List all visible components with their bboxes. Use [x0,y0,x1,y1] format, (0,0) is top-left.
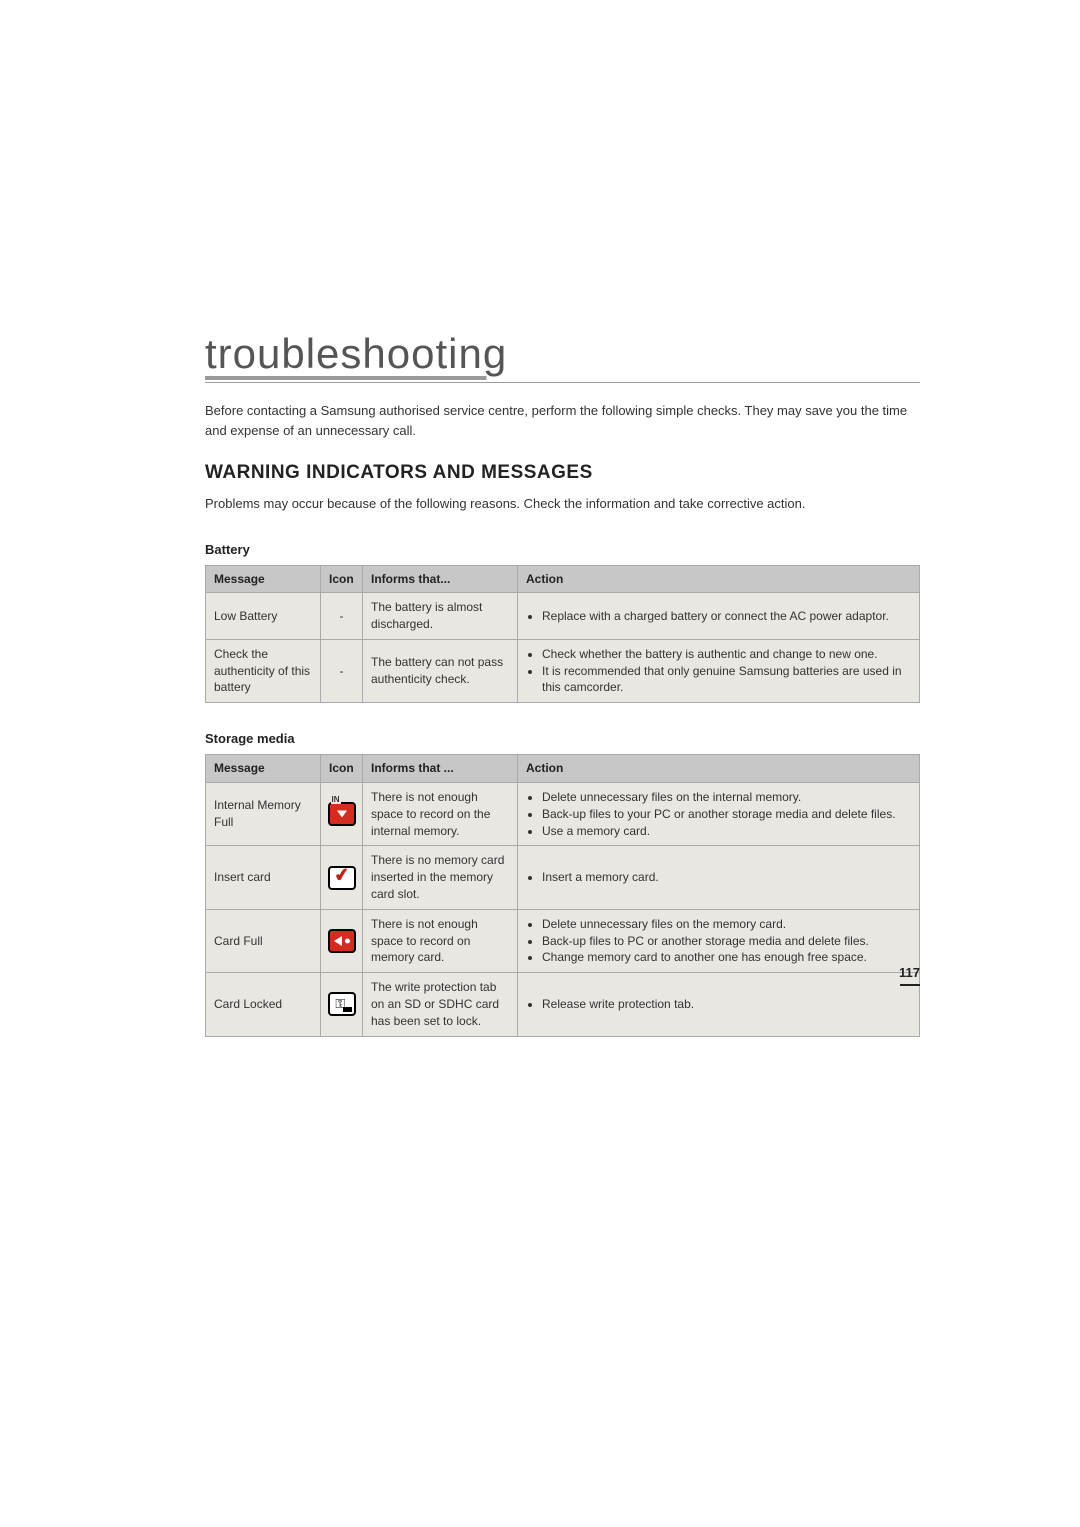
cell-informs: The write protection tab on an SD or SDH… [363,973,518,1036]
cell-icon: ⚿ [321,973,363,1036]
action-item: Back-up files to PC or another storage m… [542,933,911,950]
col-action: Action [518,565,920,593]
action-list: Release write protection tab. [526,996,911,1013]
page-number-bar [900,984,920,986]
cell-informs: The battery can not pass authenticity ch… [363,639,518,702]
cell-message: Card Full [206,909,321,972]
table-row: Low Battery - The battery is almost disc… [206,593,920,640]
cell-message: Internal Memory Full [206,783,321,846]
action-item: Change memory card to another one has en… [542,949,911,966]
cell-action: Delete unnecessary files on the internal… [518,783,920,846]
table-header-row: Message Icon Informs that... Action [206,565,920,593]
action-list: Delete unnecessary files on the internal… [526,789,911,839]
storage-table: Message Icon Informs that ... Action Int… [205,754,920,1036]
cell-action: Release write protection tab. [518,973,920,1036]
document-page: troubleshooting Before contacting a Sams… [0,0,1080,1037]
cell-action: Check whether the battery is authentic a… [518,639,920,702]
action-list: Insert a memory card. [526,869,911,886]
action-item: Insert a memory card. [542,869,911,886]
cell-action: Replace with a charged battery or connec… [518,593,920,640]
cell-message: Insert card [206,846,321,909]
action-item: Delete unnecessary files on the memory c… [542,916,911,933]
section-heading: WARNING INDICATORS AND MESSAGES [205,462,920,484]
insert-card-icon: ✔ [328,866,356,890]
section-intro: Problems may occur because of the follow… [205,494,920,514]
action-list: Delete unnecessary files on the memory c… [526,916,911,966]
cell-icon [321,909,363,972]
cell-message: Low Battery [206,593,321,640]
col-icon: Icon [321,755,363,783]
table-row: Card Locked ⚿ The write protection tab o… [206,973,920,1036]
cell-action: Delete unnecessary files on the memory c… [518,909,920,972]
table-row: Check the authenticity of this battery -… [206,639,920,702]
cell-icon: - [321,593,363,640]
action-item: Release write protection tab. [542,996,911,1013]
internal-memory-full-icon: IN [328,802,356,826]
table-row: Card Full There is not enough space to r… [206,909,920,972]
col-message: Message [206,565,321,593]
action-list: Check whether the battery is authentic a… [526,646,911,696]
action-list: Replace with a charged battery or connec… [526,608,911,625]
page-number-value: 117 [899,965,920,980]
page-number: 117 [899,965,920,986]
card-full-icon [328,929,356,953]
cell-message: Card Locked [206,973,321,1036]
col-icon: Icon [321,565,363,593]
col-informs: Informs that... [363,565,518,593]
card-locked-icon: ⚿ [328,992,356,1016]
table-header-row: Message Icon Informs that ... Action [206,755,920,783]
action-item: Use a memory card. [542,823,911,840]
battery-table: Message Icon Informs that... Action Low … [205,565,920,704]
col-informs: Informs that ... [363,755,518,783]
cell-informs: There is not enough space to record on t… [363,783,518,846]
cell-informs: There is not enough space to record on m… [363,909,518,972]
table-row: Insert card ✔ There is no memory card in… [206,846,920,909]
intro-text: Before contacting a Samsung authorised s… [205,401,920,440]
cell-informs: There is no memory card inserted in the … [363,846,518,909]
cell-informs: The battery is almost discharged. [363,593,518,640]
cell-action: Insert a memory card. [518,846,920,909]
action-item: Check whether the battery is authentic a… [542,646,911,663]
storage-subheading: Storage media [205,731,920,746]
cell-icon: IN [321,783,363,846]
action-item: Replace with a charged battery or connec… [542,608,911,625]
action-item: It is recommended that only genuine Sams… [542,663,911,697]
page-title: troubleshooting [205,330,920,383]
col-message: Message [206,755,321,783]
action-item: Delete unnecessary files on the internal… [542,789,911,806]
table-row: Internal Memory Full IN There is not eno… [206,783,920,846]
battery-subheading: Battery [205,542,920,557]
action-item: Back-up files to your PC or another stor… [542,806,911,823]
col-action: Action [518,755,920,783]
cell-message: Check the authenticity of this battery [206,639,321,702]
cell-icon: - [321,639,363,702]
cell-icon: ✔ [321,846,363,909]
